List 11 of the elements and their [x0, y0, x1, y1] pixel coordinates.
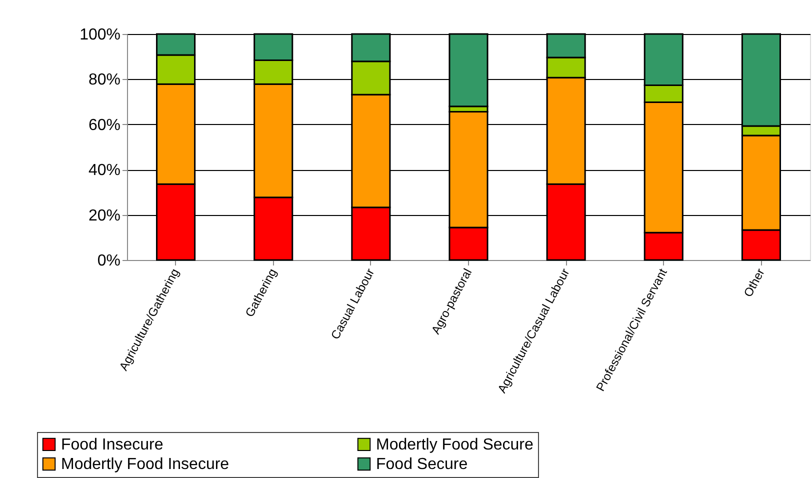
y-tick-label: 20% [88, 207, 120, 224]
y-tick-label: 0% [97, 252, 120, 270]
legend-label: Modertly Food Secure [376, 436, 534, 454]
y-tick-label: 80% [88, 72, 120, 89]
y-tick-label: 60% [88, 116, 120, 134]
x-tick-label: Other [740, 266, 768, 300]
y-tick-label: 100% [80, 26, 120, 44]
y-tick-label: 40% [88, 162, 120, 180]
legend-label: Food Secure [376, 456, 468, 473]
legend-label: Food Insecure [61, 436, 164, 454]
legend-label: Modertly Food Insecure [61, 456, 230, 473]
